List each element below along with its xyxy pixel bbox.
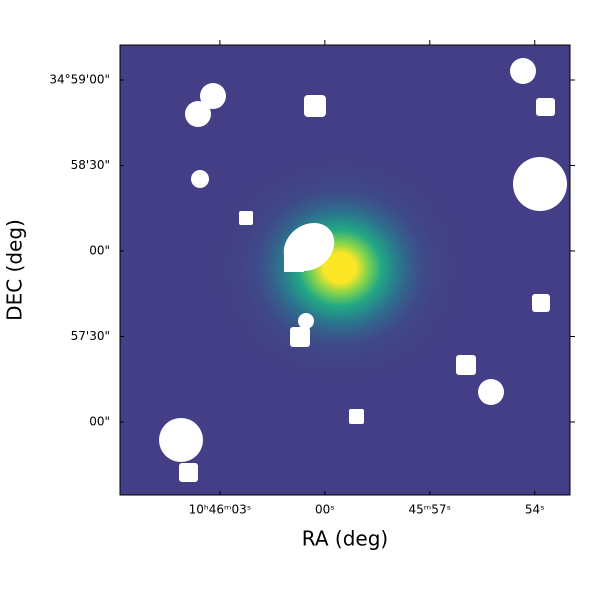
y-tick-label: 57'30": [71, 329, 110, 343]
x-tick-label: 00ˢ: [315, 503, 335, 517]
x-tick-label: 54ˢ: [525, 503, 545, 517]
sky-image: [120, 45, 570, 495]
y-tick-label: 00": [89, 243, 110, 257]
y-tick-label: 34°59'00": [49, 72, 110, 86]
x-axis-label: RA (deg): [302, 527, 388, 551]
frame: [119, 44, 571, 496]
x-tick-label: 45ᵐ57ˢ: [409, 503, 452, 517]
y-axis-label: DEC (deg): [3, 219, 27, 321]
y-tick-label: 58'30": [71, 158, 110, 172]
x-tick-label: 10ʰ46ᵐ03ˢ: [189, 503, 252, 517]
y-tick-label: 00": [89, 414, 110, 428]
